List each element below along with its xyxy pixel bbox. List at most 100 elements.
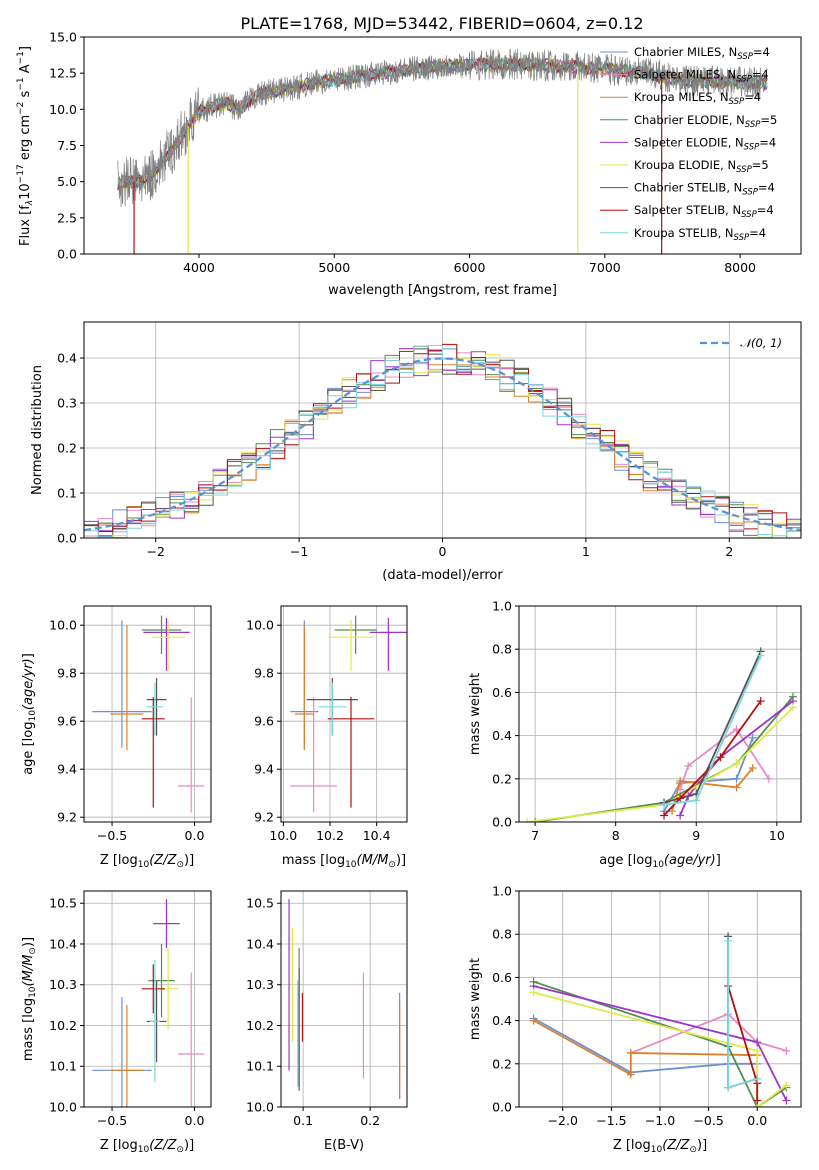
x-tick-label: 7: [531, 828, 539, 843]
panel-age_vs_mass: 10.0 10.2 10.4 9.2 9.4 9.6 9.8 10.0 mass [log10(…: [246, 605, 408, 870]
weight-point-salpeter_stelib: [660, 811, 669, 820]
legend-text: Kroupa STELIB, N: [634, 226, 734, 240]
weight-point-chabrier_miles: [748, 733, 757, 742]
legend-label: Kroupa ELODIE, NSSP=5: [634, 158, 769, 175]
x-tick-label: 6000: [454, 260, 486, 275]
y-axis-label: Flux [fλ10−17 erg cm−2 s−1 A−1]: [16, 46, 35, 246]
y-label-sup: −17: [16, 164, 26, 183]
label-part: age [log: [21, 722, 36, 775]
weight-line-chabrier_miles: [533, 1017, 758, 1074]
y-tick-label: 10.3: [49, 977, 77, 992]
weight-point-salpeter_miles: [732, 725, 741, 734]
weight-point-salpeter_elodie: [753, 1038, 762, 1047]
x-axis-label: (data-model)/error: [382, 568, 503, 583]
weight-point-salpeter_elodie: [676, 811, 685, 820]
weight-point-kroupa_miles: [748, 764, 757, 772]
axes-frame: [518, 605, 802, 823]
x-label-rest: (Z/Z: [149, 853, 177, 868]
y-tick-label: 0.1: [57, 486, 77, 501]
legend-sub: SSP: [729, 97, 745, 107]
panel-residuals: −2 −1 0 1 2 0.0 0.1 0.2 0.3 0.4 𝒩(0, 1) (data-model…: [30, 321, 802, 583]
label-rest: ]: [21, 653, 36, 658]
legend-text: Chabrier ELODIE, N: [634, 113, 745, 127]
y-tick-label: 10.2: [246, 1018, 274, 1033]
x-label-sub: 10: [138, 1145, 150, 1155]
label-sub: 10: [28, 710, 38, 722]
panel-mass_vs_Z: −0.5 0.010.010.110.210.310.410.5Z [log10(…: [21, 890, 212, 1155]
x-axis-label: E(B-V): [324, 1138, 364, 1153]
weight-point-kroupa_elodie: [529, 988, 538, 997]
y-tick-label: 9.2: [254, 810, 274, 825]
axes-frame: [280, 605, 408, 823]
y-label-sup: −1: [16, 77, 26, 90]
x-axis-label: Z [log10(Z/Z⊙)]: [100, 853, 194, 870]
y-axis-label: mass [log10(M/M⊙)]: [21, 937, 38, 1061]
y-tick-label: 10.4: [246, 936, 274, 951]
y-tick-label: 9.8: [57, 666, 77, 681]
y-axis-label: age [log10(age/yr)]: [21, 653, 38, 775]
x-label-sub: ⊙: [388, 860, 396, 870]
weight-point-kroupa_elodie: [788, 703, 797, 712]
weight-point-kroupa_stelib: [692, 796, 701, 805]
axes-frame: [280, 890, 408, 1108]
y-tick-label: 1.0: [492, 884, 512, 899]
y-tick-label: 0.2: [492, 771, 512, 786]
x-label-rest: (M/M: [357, 853, 389, 868]
x-axis-label: Z [log10(Z/Z⊙)]: [613, 1138, 707, 1155]
weight-point-salpeter_miles: [684, 761, 693, 770]
weight-point-kroupa_miles: [626, 1049, 635, 1057]
y-axis-label: mass weight: [468, 958, 483, 1040]
panel-mass_weight_vs_age: 7 8 9 10 0.0 0.2 0.4 0.6 0.8 1.0 mass weight age [l…: [468, 599, 802, 870]
weight-point-salpeter_miles: [782, 1046, 791, 1055]
y-tick-label: 9.4: [57, 762, 77, 777]
y-tick-label: 0.4: [57, 351, 77, 366]
y-tick-label: 10.0: [49, 1100, 77, 1115]
plot-area: [529, 932, 791, 1107]
panel-mass_vs_ebv: 0.1 0.2 10.0 10.1 10.2 10.3 10.4 10.5 E(B-V): [246, 890, 408, 1153]
y-tick-label: 0.0: [57, 247, 77, 262]
y-label-rest: erg cm: [18, 115, 33, 164]
weight-line-kroupa_miles: [533, 1019, 758, 1077]
weight-point-kroupa_stelib: [724, 1083, 733, 1092]
weight-point-kroupa_miles: [676, 776, 685, 785]
legend-text: Chabrier STELIB, N: [634, 181, 742, 195]
y-tick-label: 0.4: [492, 728, 512, 743]
label-sub: 10: [28, 986, 38, 998]
legend-sub: SSP: [736, 75, 752, 85]
x-label-rest: )]: [184, 853, 194, 868]
legend-suffix: =4: [757, 203, 774, 217]
y-label-sup: −2: [16, 102, 26, 115]
weight-line-salpeter_miles: [679, 727, 770, 790]
y-tick-label: 10.2: [49, 1018, 77, 1033]
legend-suffix: =4: [744, 90, 761, 104]
x-axis-label: wavelength [Angstrom, rest frame]: [328, 283, 557, 298]
label-rest: (M/M: [21, 955, 36, 987]
y-tick-label: 15.0: [49, 30, 77, 45]
y-tick-label: 10.3: [246, 977, 274, 992]
label-rest: (age/yr): [21, 658, 36, 710]
label-sub: ⊙: [28, 947, 38, 955]
x-label-rest: )]: [396, 853, 406, 868]
legend-text: Kroupa ELODIE, N: [634, 158, 736, 172]
label-part: age [log: [599, 853, 652, 868]
legend-text: Salpeter ELODIE, N: [634, 135, 744, 149]
x-tick-label: 0.1: [293, 1113, 313, 1128]
weight-line-chabrier_miles: [663, 737, 754, 812]
x-tick-label: −2: [146, 544, 164, 559]
y-tick-label: 9.8: [254, 666, 274, 681]
x-tick-label: 9: [692, 828, 700, 843]
y-tick-label: 9.6: [57, 714, 77, 729]
weight-point-chabrier_elodie: [531, 818, 540, 822]
weight-point-chabrier_miles: [732, 774, 741, 783]
x-tick-label: 1: [582, 544, 590, 559]
legend-label: Chabrier MILES, NSSP=4: [634, 45, 770, 62]
weight-line-salpeter_stelib: [663, 700, 762, 817]
axes-frame: [83, 890, 212, 1108]
legend-text: Salpeter STELIB, N: [634, 203, 741, 217]
x-label-sub: ⊙: [689, 1145, 697, 1155]
label-rest: )]: [21, 937, 36, 947]
legend-suffix: =4: [758, 181, 775, 195]
y-tick-label: 10.0: [49, 102, 77, 117]
